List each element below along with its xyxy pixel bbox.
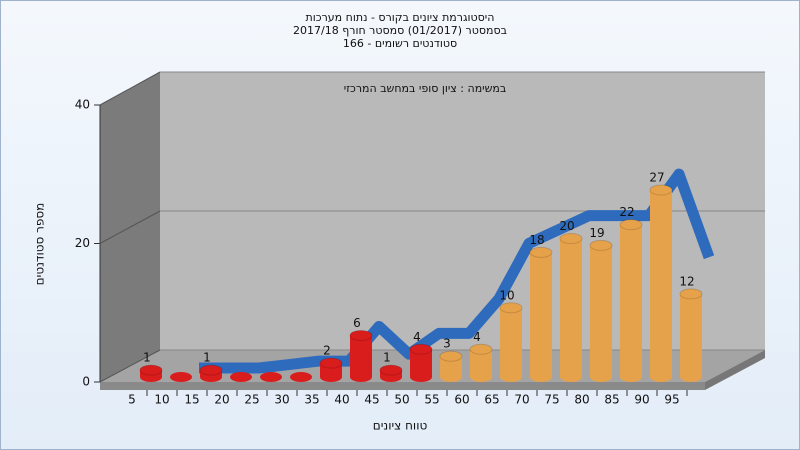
bar-shade [560, 238, 582, 377]
data-label: 4 [473, 330, 481, 344]
x-tick-label: 50 [394, 393, 409, 407]
x-tick-label: 55 [424, 393, 439, 407]
x-tick-label: 80 [574, 393, 589, 407]
bar-shade [530, 252, 552, 377]
bar-shade [500, 307, 522, 377]
floor-edge [100, 382, 705, 390]
bar-top [589, 239, 613, 251]
bar-top [619, 219, 643, 231]
x-axis-label: טווח ציונים [373, 419, 428, 433]
x-tick-label: 15 [184, 393, 199, 407]
x-tick-label: 75 [544, 393, 559, 407]
bar-top [379, 364, 403, 376]
bar-top [559, 233, 583, 244]
bar-top [139, 364, 163, 376]
data-label: 3 [443, 337, 451, 351]
bar-top [679, 288, 703, 300]
grid-line [99, 210, 161, 244]
data-label: 10 [499, 288, 514, 302]
data-label: 2 [323, 344, 331, 358]
bar-top [199, 364, 223, 376]
data-label: 1 [383, 351, 391, 365]
annotation: במשימה : ציון סופי במחשב המרכזי [344, 82, 507, 95]
grid-line [99, 349, 161, 383]
bar-shade [410, 349, 432, 377]
x-tick-label: 70 [514, 393, 529, 407]
data-label: 6 [353, 316, 361, 330]
bar-top [649, 184, 673, 196]
bar-shade [620, 224, 642, 377]
x-tick-label: 95 [664, 393, 679, 407]
bar-shade [680, 293, 702, 377]
data-label: 22 [619, 205, 634, 219]
bar-bottom [260, 372, 282, 382]
bar-top [409, 343, 433, 355]
bar-top [319, 357, 343, 369]
bar-bottom [230, 372, 252, 382]
data-label: 20 [559, 219, 574, 233]
y-tick-label: 0 [82, 375, 90, 389]
floor-side [705, 350, 765, 390]
bar-shade [590, 245, 612, 377]
bar-top [529, 246, 553, 258]
bar-top [349, 329, 373, 341]
x-tick-label: 60 [454, 393, 469, 407]
bar-shade [470, 349, 492, 377]
data-label: 1 [143, 351, 151, 365]
data-label: 1 [203, 351, 211, 365]
x-tick-label: 90 [634, 393, 649, 407]
title-line: בסמסטר (01/2017) סמסטר חורף 2017/18 [293, 24, 507, 37]
bar-top [499, 302, 523, 314]
bar-bottom [170, 372, 192, 382]
x-tick-label: 35 [304, 393, 319, 407]
bar-top [439, 350, 463, 362]
grid-line [99, 71, 161, 106]
data-label: 12 [679, 274, 694, 288]
bar-bottom [290, 372, 312, 382]
y-tick-label: 20 [75, 236, 90, 250]
x-tick-label: 30 [274, 393, 289, 407]
x-tick-label: 25 [244, 393, 259, 407]
bar-top [469, 343, 493, 355]
title-line: סטודנטים רשומים - 166 [343, 37, 457, 50]
x-tick-label: 40 [334, 393, 349, 407]
x-tick-label: 65 [484, 393, 499, 407]
bar-shade [440, 356, 462, 377]
data-label: 4 [413, 330, 421, 344]
y-axis-label: מספר סטודנטים [33, 203, 47, 286]
trend-ribbon [199, 168, 715, 374]
bar-shade [650, 190, 672, 377]
x-tick-label: 10 [154, 393, 169, 407]
bar-shade [350, 335, 372, 377]
data-label: 18 [529, 233, 544, 247]
x-tick-label: 45 [364, 393, 379, 407]
title-line: היסטוגרמת ציונים בקורס - נתוח מערכות [306, 11, 495, 24]
x-tick-label: 85 [604, 393, 619, 407]
data-label: 19 [589, 226, 604, 240]
x-tick-label: 20 [214, 393, 229, 407]
x-tick-label: 5 [128, 393, 136, 407]
data-label: 27 [649, 171, 664, 185]
y-tick-label: 40 [75, 98, 90, 112]
